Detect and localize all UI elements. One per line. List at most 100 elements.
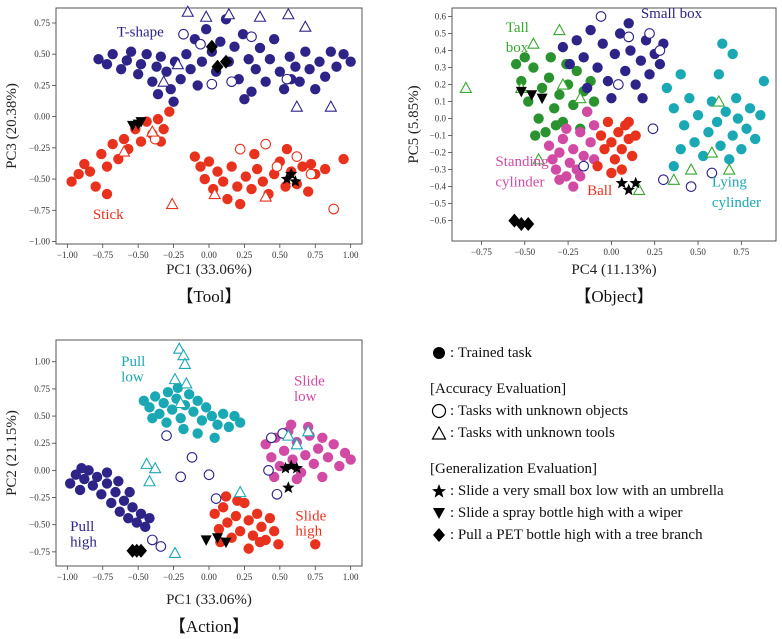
data-point	[161, 66, 172, 77]
data-point	[175, 73, 186, 85]
data-point	[195, 161, 206, 172]
data-point	[84, 166, 96, 177]
data-point	[528, 62, 539, 73]
x-tick-label: −1.00	[57, 250, 78, 260]
data-point	[675, 69, 686, 80]
data-point	[294, 76, 305, 87]
data-point	[254, 536, 266, 548]
data-point	[561, 123, 572, 134]
data-point	[720, 106, 731, 117]
data-point-unknown-tool	[165, 197, 179, 210]
data-point-unknown-object	[206, 78, 218, 90]
data-point-gen-triangle	[536, 93, 548, 105]
data-point	[101, 58, 113, 70]
data-point-unknown-object	[328, 203, 340, 215]
data-point	[223, 421, 235, 433]
data-point	[606, 137, 617, 148]
data-point-unknown-object	[195, 38, 206, 50]
data-point	[127, 502, 138, 513]
data-point	[246, 183, 257, 195]
data-point	[331, 61, 342, 72]
y-tick-label: −0.2	[430, 148, 446, 158]
data-point	[606, 167, 617, 179]
data-point	[144, 512, 155, 524]
data-point-unknown-tool	[181, 5, 195, 17]
data-point-unknown-tool	[157, 75, 171, 87]
data-point	[106, 497, 117, 509]
data-point-unknown-object	[146, 534, 158, 546]
data-point	[678, 120, 690, 131]
data-point	[101, 478, 113, 489]
data-point	[310, 83, 321, 95]
data-point-unknown-object	[623, 31, 635, 43]
x-tick-label: −0.75	[92, 250, 113, 260]
data-point	[300, 449, 311, 461]
data-point-unknown-tool	[722, 162, 736, 175]
data-point	[550, 120, 562, 131]
data-point-unknown-object	[647, 123, 659, 135]
open-triangle-icon	[430, 425, 448, 441]
data-point-unknown-object	[612, 79, 624, 90]
legend-gen-diamond-label: Pull a PET bottle high with a tree branc…	[457, 526, 703, 543]
data-point	[345, 454, 356, 465]
data-point	[161, 417, 172, 428]
chart-2: −1.00 −0.75 −0.50 −0.25 0.00 0.25 0.50 0.75 1.00…	[4, 339, 363, 636]
data-point	[554, 147, 565, 158]
y-tick-label: −0.6	[430, 216, 447, 226]
y-tick-label: 0.75	[34, 18, 50, 28]
data-point-unknown-object	[271, 488, 283, 500]
data-point	[268, 34, 280, 45]
x-tick-label: 1.00	[343, 572, 359, 582]
data-point-unknown-tool	[233, 485, 247, 498]
data-point	[519, 52, 530, 63]
data-point	[124, 486, 135, 498]
data-point	[90, 181, 101, 192]
data-point	[209, 432, 220, 443]
data-point	[630, 130, 641, 141]
points	[64, 342, 356, 559]
data-point	[338, 153, 349, 165]
data-point	[185, 63, 196, 75]
data-point	[268, 526, 280, 537]
legend-separator: :	[450, 344, 455, 361]
cluster-label: Small box	[641, 6, 703, 22]
data-point	[131, 517, 142, 528]
y-tick-label: −1.00	[29, 237, 50, 247]
data-point-unknown-object	[178, 28, 189, 40]
data-point	[644, 69, 655, 80]
legend-separator: :	[450, 504, 455, 521]
down-triangle-icon	[430, 505, 448, 521]
data-point	[213, 523, 225, 535]
data-point	[588, 96, 600, 107]
data-point	[243, 53, 254, 65]
data-point	[278, 83, 290, 95]
data-point-unknown-object	[186, 451, 198, 463]
y-tick-label: 0.25	[34, 438, 50, 448]
cluster-label: box	[506, 40, 529, 56]
data-point	[107, 138, 118, 150]
data-point-unknown-tool	[117, 144, 131, 157]
data-point-unknown-tool	[324, 100, 338, 112]
data-point	[264, 512, 276, 524]
data-point	[217, 502, 229, 513]
data-point	[304, 63, 315, 75]
data-point-gen-diamond	[220, 54, 232, 69]
data-point	[206, 410, 218, 422]
y-axis-label: PC2 (21.15%)	[4, 410, 20, 496]
y-tick-label: 0.0	[435, 114, 447, 124]
data-point	[196, 415, 208, 426]
legend-trained: : Trained task	[430, 342, 782, 364]
data-point	[302, 186, 314, 197]
y-tick-label: 0.5	[435, 29, 447, 39]
data-point-unknown-object	[578, 160, 590, 172]
data-point	[319, 163, 331, 175]
data-point-unknown-tool	[632, 183, 646, 196]
data-point-unknown-object	[281, 73, 293, 85]
data-point	[118, 495, 130, 507]
data-point-gen-diamond	[522, 216, 535, 231]
data-point	[257, 176, 269, 187]
data-point	[741, 123, 752, 134]
data-point	[192, 428, 203, 439]
data-point	[264, 53, 276, 65]
